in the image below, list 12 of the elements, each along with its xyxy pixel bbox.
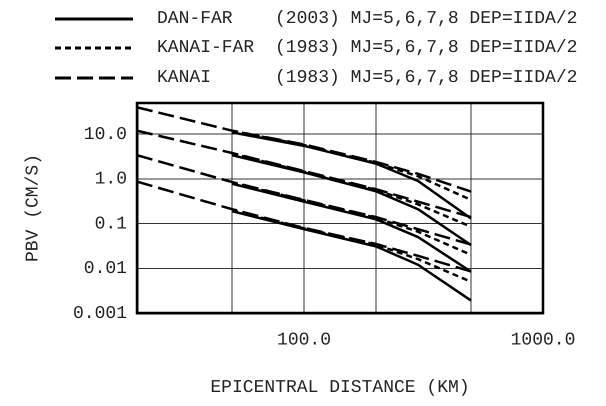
x-tick-label: 100.0 [277, 330, 332, 351]
y-tick-label: 0.1 [94, 214, 127, 234]
legend-label: KANAI-FAR (1983) MJ=5,6,7,8 DEP=IIDA/2 [157, 38, 578, 58]
x-axis-title: EPICENTRAL DISTANCE (KM) [210, 378, 470, 398]
y-tick-label: 1.0 [94, 170, 127, 190]
y-tick-label: 0.01 [84, 259, 127, 280]
y-tick-label: 10.0 [84, 125, 127, 146]
text: DAN-FAR (2003) MJ=5,6,7,8 DEP=IIDA/2 [157, 8, 578, 29]
y-axis-title: PBV (CM/S) [24, 154, 44, 262]
text: KANAI (1983) MJ=5,6,7,8 DEP=IIDA/2 [157, 68, 578, 88]
y-tick-label: 0.001 [72, 304, 127, 324]
x-tick-label: 1000.0 [510, 330, 576, 351]
